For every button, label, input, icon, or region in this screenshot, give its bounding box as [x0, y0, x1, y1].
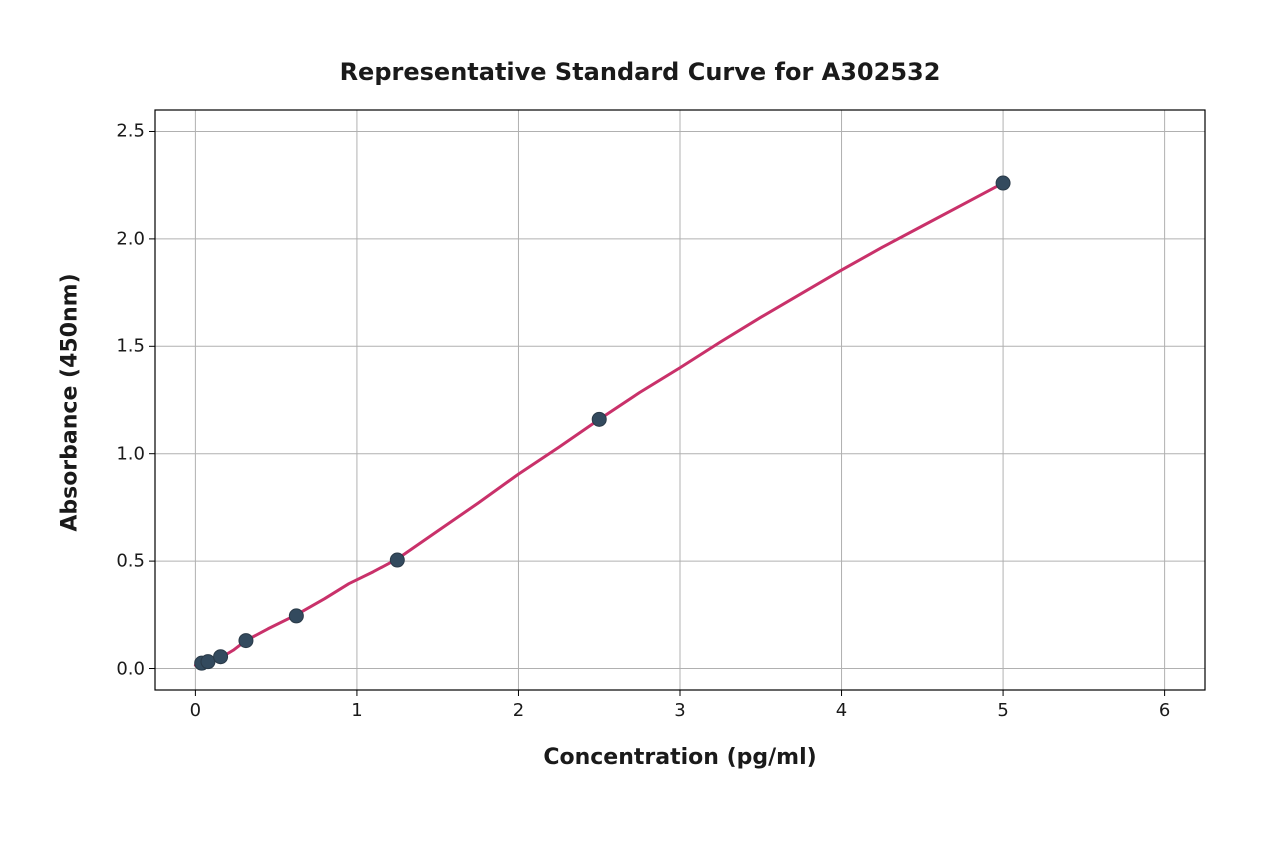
ytick-label: 1.0: [113, 443, 145, 464]
xtick-label: 1: [351, 700, 362, 721]
chart-container: Representative Standard Curve for A30253…: [0, 0, 1280, 845]
ytick-label: 0.5: [113, 551, 145, 572]
xtick-label: 3: [674, 700, 685, 721]
xtick-label: 5: [997, 700, 1008, 721]
ytick-label: 2.5: [113, 121, 145, 142]
xtick-label: 2: [513, 700, 524, 721]
ytick-label: 0.0: [113, 658, 145, 679]
ytick-label: 1.5: [113, 336, 145, 357]
xtick-label: 6: [1159, 700, 1170, 721]
xtick-label: 0: [190, 700, 201, 721]
xtick-label: 4: [836, 700, 847, 721]
ytick-label: 2.0: [113, 228, 145, 249]
